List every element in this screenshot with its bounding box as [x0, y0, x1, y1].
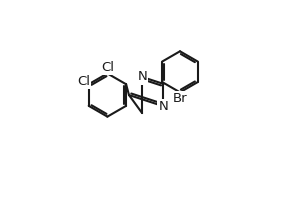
Text: Br: Br [173, 92, 187, 105]
Text: Cl: Cl [101, 61, 114, 74]
Text: N: N [158, 100, 168, 113]
Text: N: N [137, 70, 147, 83]
Text: Cl: Cl [77, 75, 90, 88]
